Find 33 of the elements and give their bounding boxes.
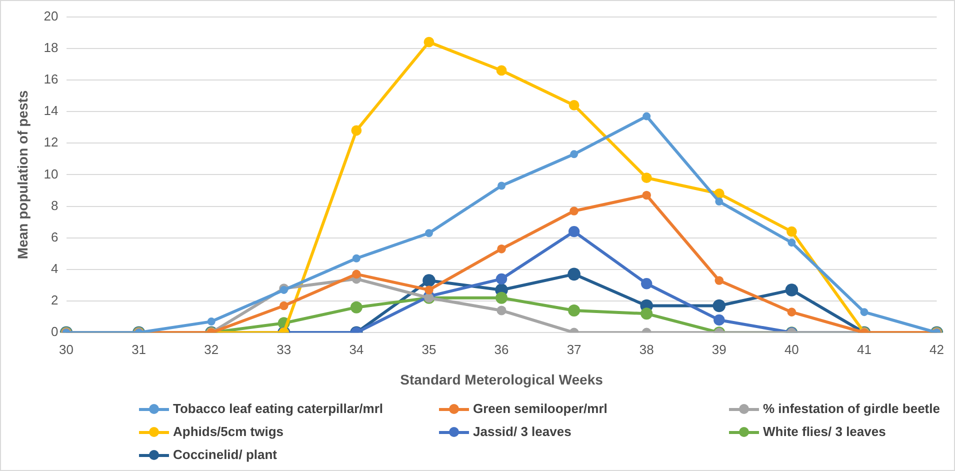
y-tick-label: 14 <box>44 103 58 118</box>
y-tick-label: 4 <box>51 261 58 276</box>
x-tick-label: 35 <box>422 342 436 357</box>
legend-label: Aphids/5cm twigs <box>173 424 284 439</box>
x-tick-label: 39 <box>712 342 726 357</box>
x-tick-label: 34 <box>349 342 364 357</box>
x-tick-label: 36 <box>494 342 509 357</box>
x-axis-title: Standard Meterological Weeks <box>400 371 604 388</box>
x-tick-label: 42 <box>930 342 944 357</box>
x-tick-label: 32 <box>204 342 219 357</box>
y-axis-title: Mean population of pests <box>14 90 30 260</box>
x-tick-label: 30 <box>59 342 74 357</box>
legend-label: Coccinelid/ plant <box>173 447 278 462</box>
legend-label: Jassid/ 3 leaves <box>473 424 572 439</box>
y-tick-label: 20 <box>44 8 58 24</box>
y-tick-label: 12 <box>44 134 58 150</box>
x-tick-label: 31 <box>132 342 146 357</box>
x-tick-label: 33 <box>276 342 292 357</box>
y-tick-label: 0 <box>51 324 58 340</box>
x-tick-label: 38 <box>639 342 654 357</box>
y-tick-label: 2 <box>51 292 58 308</box>
y-tick-label: 18 <box>44 40 58 55</box>
x-tick-label: 40 <box>784 342 799 357</box>
legend-label: % infestation of girdle beetle <box>763 401 940 416</box>
y-tick-label: 6 <box>51 229 58 244</box>
legend-label: Tobacco leaf eating caterpillar/mrl <box>173 401 383 416</box>
x-tick-label: 37 <box>566 342 582 357</box>
y-tick-label: 8 <box>51 198 58 213</box>
legend-label: White flies/ 3 leaves <box>763 424 886 439</box>
x-tick-label: 41 <box>856 342 872 357</box>
y-tick-label: 16 <box>44 72 58 87</box>
y-tick-label: 10 <box>44 166 58 182</box>
legend-label: Green semilooper/mrl <box>473 401 608 416</box>
